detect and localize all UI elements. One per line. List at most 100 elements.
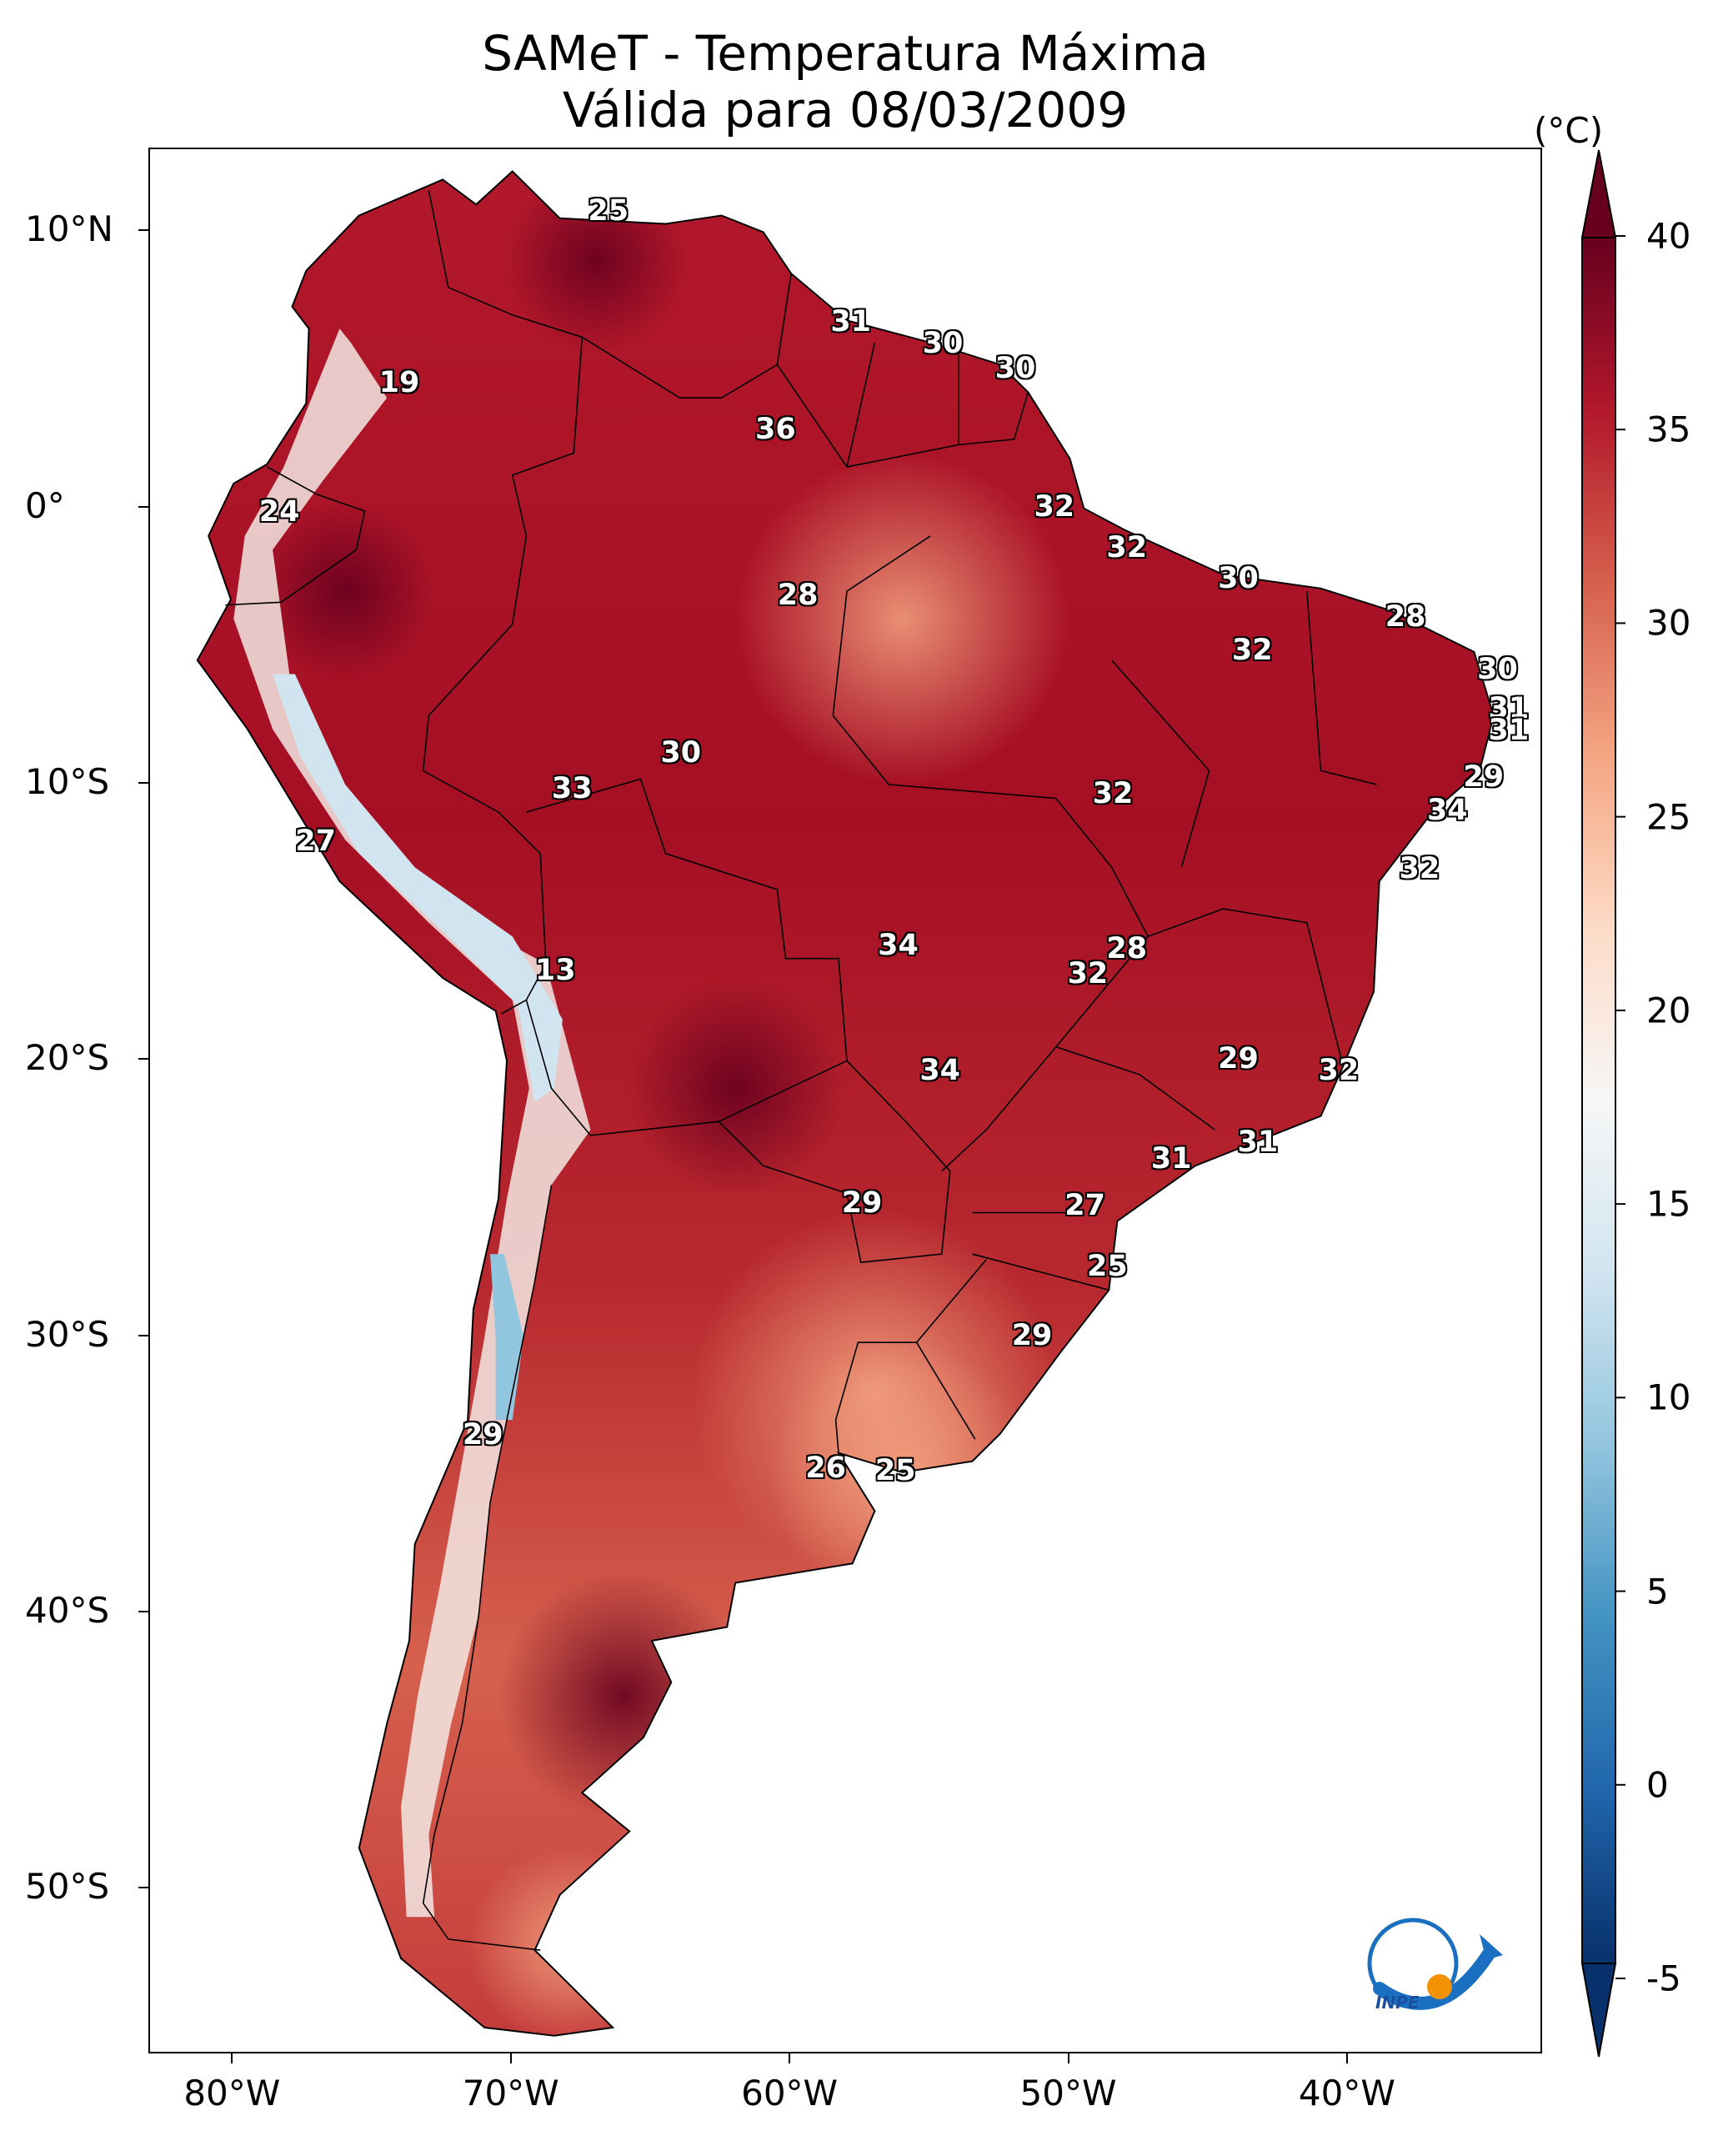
- country-border: [1147, 908, 1344, 1067]
- inpe-logo-text: INPE: [1375, 1993, 1420, 2013]
- contour-value-label: 32: [1399, 851, 1440, 885]
- contour-value-label: 32: [1318, 1053, 1360, 1087]
- latitude-tick-label: 30°S: [25, 1313, 110, 1355]
- latitude-tick-label: 10°N: [25, 208, 113, 250]
- contour-value-label: 29: [1011, 1318, 1053, 1352]
- contour-value-label: 26: [805, 1451, 846, 1485]
- contour-value-label: 13: [534, 954, 576, 988]
- temperature-anomaly-blob: [627, 980, 844, 1197]
- colorbar-min-extension: [1580, 1963, 1617, 2058]
- longitude-tick-label: 80°W: [183, 2073, 281, 2113]
- colorbar-tick-label: 0: [1646, 1764, 1669, 1806]
- south-america-landmass: [197, 171, 1494, 2036]
- longitude-tick-mark: [1067, 2053, 1069, 2063]
- contour-value-label: 29: [1463, 760, 1505, 795]
- country-border: [525, 778, 848, 1136]
- contour-value-label: 30: [1218, 561, 1259, 595]
- temperature-anomaly-blob: [253, 499, 438, 684]
- contour-value-label: 25: [874, 1453, 916, 1487]
- contour-value-label: 31: [1237, 1125, 1279, 1159]
- contour-value-label: 27: [295, 824, 336, 858]
- latitude-tick-label: 0°: [25, 484, 65, 526]
- contour-value-label: 34: [1426, 794, 1468, 828]
- contour-value-label: 31: [1488, 714, 1530, 748]
- country-border: [846, 342, 876, 468]
- latitude-tick-label: 40°S: [25, 1589, 110, 1631]
- contour-value-label: 32: [1067, 956, 1109, 990]
- latitude-tick-label: 50°S: [25, 1866, 110, 1908]
- contour-value-label: 25: [588, 194, 629, 228]
- contour-value-label: 30: [1477, 653, 1518, 687]
- colorbar-tick-label: 25: [1646, 796, 1691, 838]
- contour-value-label: 24: [258, 495, 300, 529]
- contour-value-label: 31: [1150, 1141, 1192, 1176]
- colorbar-tick-label: 35: [1646, 409, 1691, 450]
- contour-value-label: 27: [1064, 1188, 1105, 1222]
- country-border: [225, 466, 366, 606]
- country-border: [776, 364, 1029, 468]
- colorbar-tick-label: -5: [1646, 1958, 1681, 1999]
- colorbar-tick-label: 15: [1646, 1183, 1691, 1225]
- contour-value-label: 30: [922, 327, 964, 361]
- longitude-tick-label: 40°W: [1298, 2073, 1395, 2113]
- contour-value-label: 31: [830, 304, 872, 338]
- country-border: [834, 1259, 987, 1453]
- land-surface: [197, 171, 1494, 2036]
- colorbar-tick-label: 40: [1646, 215, 1691, 257]
- colorbar-tick-label: 10: [1646, 1376, 1691, 1418]
- country-border: [422, 624, 547, 1015]
- country-border: [832, 535, 931, 785]
- colorbar-tick-label: 20: [1646, 990, 1691, 1031]
- colorbar-ramp: [1581, 237, 1616, 1964]
- contour-value-label: 25: [1086, 1249, 1128, 1283]
- contour-value-label: 28: [777, 578, 819, 612]
- contour-value-label: 30: [660, 735, 702, 770]
- contour-value-label: 30: [994, 352, 1036, 386]
- latitude-tick-mark: [138, 1610, 148, 1612]
- longitude-tick-mark: [509, 2053, 512, 2063]
- temperature-anomaly-blob: [735, 452, 1069, 786]
- contour-value-label: 32: [1092, 777, 1134, 811]
- contour-value-label: 29: [841, 1186, 883, 1220]
- colorbar-unit: (°C): [1534, 110, 1604, 151]
- longitude-tick-label: 70°W: [462, 2073, 559, 2113]
- altiplano-cold-zone: [273, 674, 563, 1102]
- map-subtitle: Válida para 08/03/2009: [562, 82, 1129, 138]
- temperature-map: [196, 170, 1495, 2037]
- country-border: [915, 1341, 976, 1440]
- latitude-tick-mark: [138, 782, 148, 784]
- contour-value-label: 28: [1385, 600, 1426, 634]
- colorbar-tick-label: 30: [1646, 602, 1691, 644]
- contour-value-label: 32: [1231, 633, 1273, 667]
- contour-value-label: 32: [1034, 489, 1075, 524]
- contour-value-label: 29: [1218, 1042, 1259, 1076]
- country-borders: [196, 170, 1495, 2037]
- map-title: SAMeT - Temperatura Máxima: [482, 25, 1209, 82]
- contour-value-label: 28: [1106, 931, 1148, 965]
- longitude-tick-label: 50°W: [1019, 2073, 1117, 2113]
- colorbar-tick-label: 5: [1646, 1571, 1669, 1612]
- contour-value-label: 34: [919, 1053, 961, 1087]
- temperature-anomaly-blob: [498, 1571, 749, 1822]
- country-border: [972, 1253, 1109, 1291]
- latitude-tick-mark: [138, 1334, 148, 1336]
- coastline: [196, 170, 1495, 2037]
- latitude-tick-mark: [138, 505, 148, 508]
- map-frame: [148, 148, 1542, 2053]
- contour-value-label: 31: [1488, 691, 1530, 725]
- longitude-tick-mark: [231, 2053, 233, 2063]
- contour-value-label: 34: [878, 929, 919, 963]
- contour-value-label: 36: [755, 412, 796, 446]
- longitude-tick-mark: [789, 2053, 791, 2063]
- country-border: [718, 1060, 951, 1264]
- colorbar-max-extension: [1580, 149, 1617, 238]
- latitude-tick-label: 10°S: [25, 761, 110, 802]
- contour-value-label: 33: [551, 771, 593, 805]
- country-border: [1055, 1045, 1215, 1131]
- country-border: [1111, 659, 1210, 868]
- longitude-tick-mark: [1345, 2053, 1348, 2063]
- country-border: [581, 273, 792, 399]
- contour-value-label: 29: [462, 1417, 503, 1452]
- latitude-tick-mark: [138, 229, 148, 232]
- latitude-tick-mark: [138, 1887, 148, 1889]
